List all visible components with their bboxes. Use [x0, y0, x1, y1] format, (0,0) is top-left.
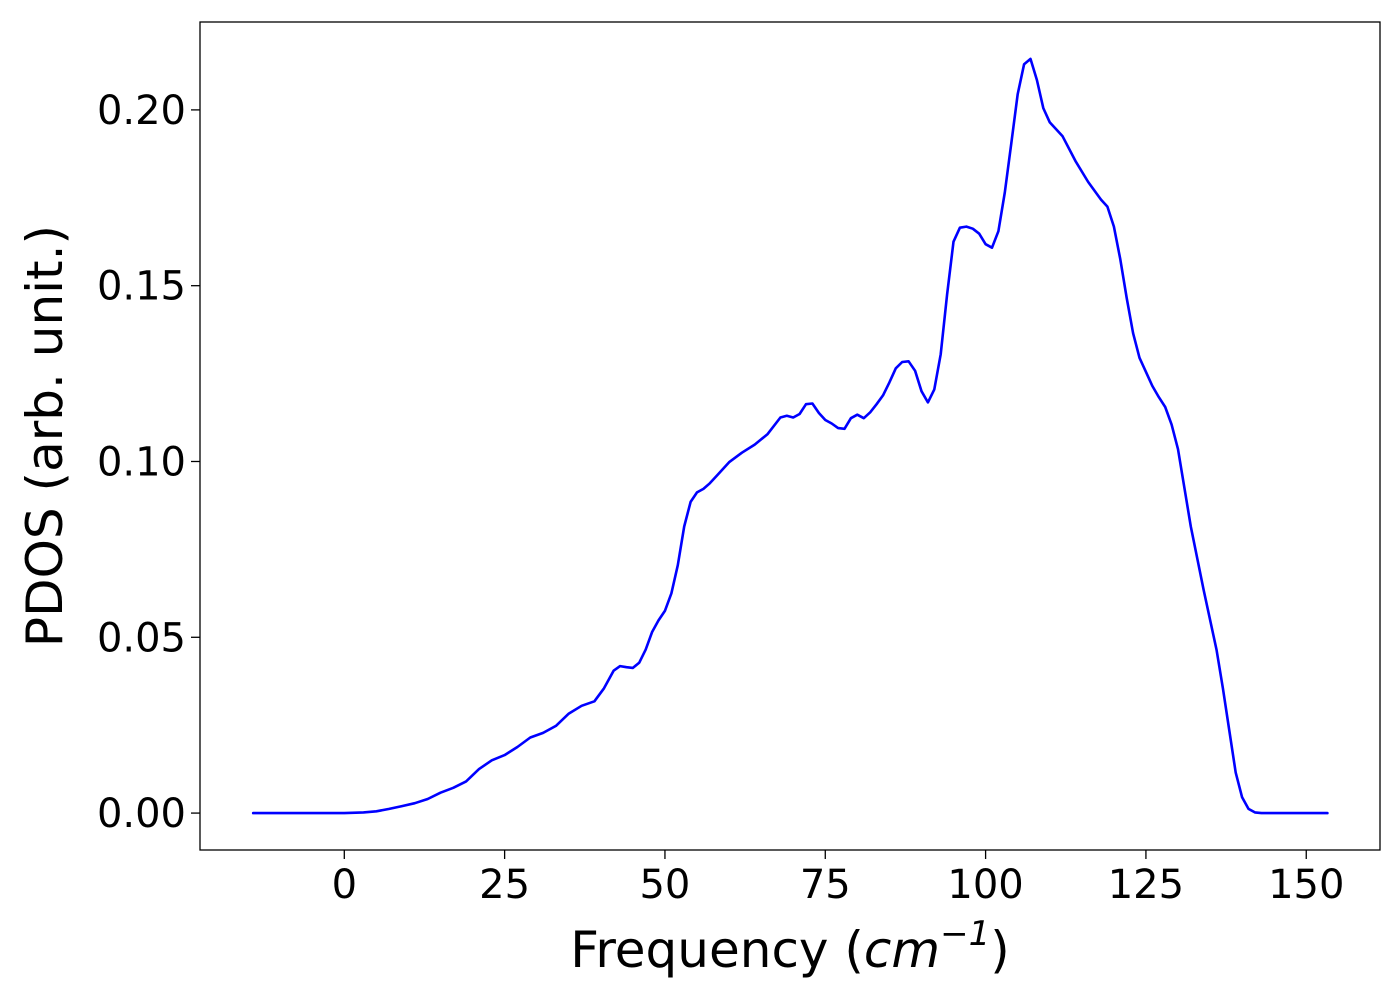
x-axis-label-exponent: −1: [940, 914, 990, 954]
x-tick-label: 150: [1268, 862, 1344, 908]
y-axis-label: PDOS (arb. unit.): [16, 225, 74, 647]
x-tick-label: 50: [639, 862, 690, 908]
y-tick-label: 0.20: [97, 88, 186, 134]
y-tick-label: 0.05: [97, 615, 186, 661]
x-axis-label-close: ): [990, 921, 1010, 979]
plot-area: [200, 22, 1380, 850]
x-tick-label: 0: [332, 862, 357, 908]
x-axis-label: Frequency (cm−1): [570, 914, 1010, 979]
series-layer: [251, 57, 1329, 815]
x-axis-label-text: Frequency (: [570, 921, 864, 979]
plot-frame: [199, 21, 1381, 851]
y-tick-label: 0.15: [97, 264, 186, 310]
x-axis-ticks: 0 25 50 75 100 125 150: [332, 850, 1344, 908]
x-tick-label: 75: [800, 862, 851, 908]
x-tick-label: 125: [1108, 862, 1184, 908]
y-tick-label: 0.00: [97, 791, 186, 837]
y-tick-label: 0.10: [97, 439, 186, 485]
x-tick-label: 25: [479, 862, 530, 908]
x-tick-label: 100: [947, 862, 1023, 908]
y-axis-ticks: 0.00 0.05 0.10 0.15 0.20: [97, 88, 200, 837]
x-axis-label-unit: cm: [864, 921, 940, 979]
series-line-0: [251, 57, 1329, 815]
